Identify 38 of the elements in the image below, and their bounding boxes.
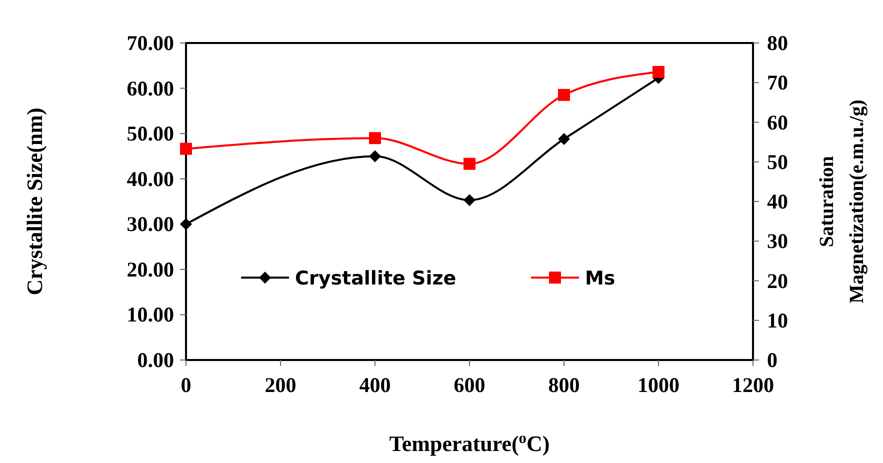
- y2-tick-label: 30: [767, 229, 788, 254]
- y-tick-label: 50.00: [126, 122, 174, 146]
- y-tick-label: 10.00: [126, 302, 174, 327]
- y2-tick-label: 40: [767, 190, 788, 214]
- point: [369, 150, 381, 162]
- x-tick-label: 1000: [638, 373, 680, 397]
- y2-tick-label: 80: [767, 31, 788, 55]
- x-tick-label: 0: [180, 373, 192, 397]
- x-axis-title: Temperature($^{o}$C): [389, 430, 550, 456]
- y-tick-label: 70.00: [126, 31, 174, 55]
- y-axis-title: Crystallite Size(nm): [22, 108, 47, 296]
- y-tick-label: 60.00: [126, 76, 174, 100]
- legend-label: Ms: [585, 268, 616, 290]
- point: [180, 218, 192, 230]
- x-tick-label: 800: [548, 373, 580, 397]
- y2-tick-label: 50: [767, 150, 788, 174]
- y2-tick-label: 70: [767, 70, 788, 95]
- legend-label: Crystallite Size: [295, 268, 456, 290]
- point: [464, 158, 476, 170]
- point: [369, 132, 381, 144]
- point: [652, 66, 664, 78]
- y-tick-label: 0.00: [137, 348, 174, 372]
- y2-axis-title: Saturation Magnetization(e.m.u./g): [816, 100, 868, 304]
- point: [558, 133, 570, 146]
- point: [180, 142, 192, 155]
- y2-tick-label: 60: [767, 110, 788, 134]
- y2-tick-label: 20: [767, 268, 788, 293]
- point: [558, 88, 570, 101]
- y2-tick-label: 0: [767, 348, 778, 372]
- x-tick-label: 1200: [732, 373, 774, 397]
- x-tick-label: 400: [359, 373, 391, 397]
- y-tick-label: 20.00: [126, 257, 174, 282]
- point: [464, 194, 476, 206]
- x-tick-label: 600: [454, 373, 486, 397]
- y-tick-label: 30.00: [126, 212, 174, 236]
- y-tick-label: 40.00: [126, 166, 174, 191]
- y2-tick-label: 10: [767, 308, 788, 332]
- x-tick-label: 200: [264, 373, 296, 397]
